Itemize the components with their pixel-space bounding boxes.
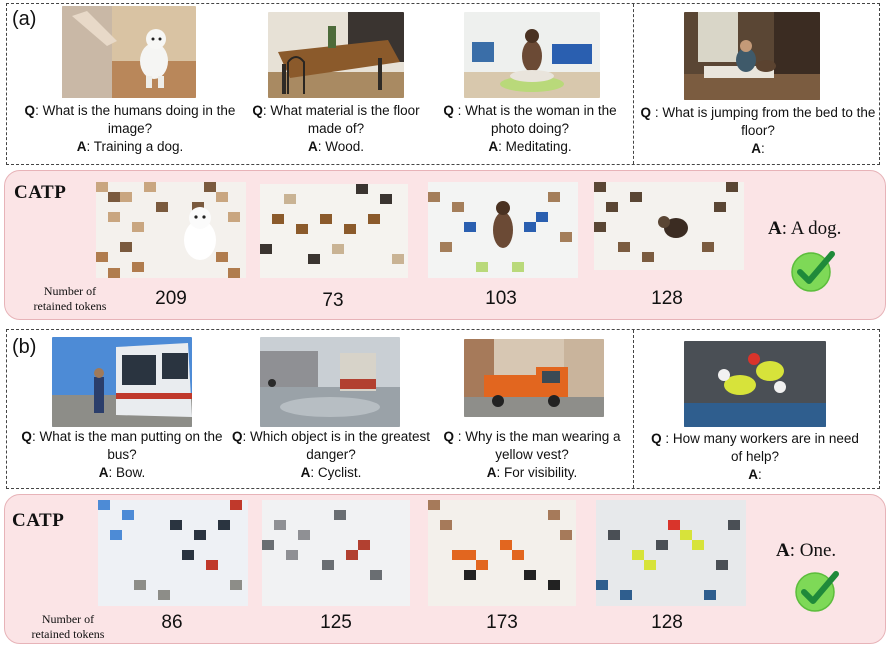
tokens-label: Number of retained tokens: [18, 284, 122, 314]
photo-bus: [52, 337, 192, 427]
answer-text: : A dog.: [781, 218, 842, 239]
question-text: Which object is in the greatest danger?: [249, 429, 431, 462]
masked-image: [428, 182, 578, 278]
masked-image: [98, 500, 248, 606]
qa-example: Q : What is the woman in the photo doing…: [426, 102, 634, 156]
token-count: 128: [651, 612, 683, 633]
question-text: What is the man putting on the bus?: [39, 429, 223, 462]
catp-answer: A: One.: [776, 540, 836, 562]
a-prefix: A: [751, 141, 761, 156]
question-text: How many workers are in need of help?: [672, 431, 859, 464]
catp-title: CATP: [14, 182, 67, 203]
a-prefix: A: [76, 139, 87, 154]
a-prefix: A: [300, 465, 311, 480]
photo-wet-road: [260, 337, 400, 427]
qa-example: Q : What is jumping from the bed to the …: [640, 104, 876, 158]
q-separator: :: [35, 103, 43, 118]
q-separator: :: [31, 429, 40, 444]
token-count: 73: [322, 290, 344, 311]
photo-man-with-dog: [684, 12, 820, 100]
q-prefix: Q: [24, 103, 36, 118]
check-icon: [794, 568, 840, 614]
answer-text: : Wood.: [317, 139, 365, 154]
tokens-label: Number of retained tokens: [16, 612, 120, 642]
catp-title: CATP: [12, 510, 65, 531]
qa-example: Q: What material is the floor made of? A…: [236, 102, 436, 156]
qa-example: Q: What is the man putting on the bus? A…: [12, 428, 232, 482]
q-separator: :: [453, 103, 466, 118]
masked-image: [596, 500, 746, 606]
question-text: What is the humans doing in the image?: [42, 103, 236, 136]
tokens-label-line2: retained tokens: [33, 299, 107, 313]
q-prefix: Q: [651, 431, 662, 446]
q-separator: :: [661, 431, 673, 446]
a-prefix: A: [486, 465, 497, 480]
answer-text: : One.: [789, 540, 837, 561]
qa-example: Q: Which object is in the greatest dange…: [230, 428, 432, 482]
q-separator: :: [242, 429, 250, 444]
panel-b-divider: [633, 330, 634, 488]
q-separator: :: [453, 429, 466, 444]
q-prefix: Q: [21, 429, 32, 444]
catp-answer: A: A dog.: [768, 218, 841, 240]
question-text: Why is the man wearing a yellow vest?: [465, 429, 621, 462]
panel-b-label: (b): [12, 336, 37, 358]
question-text: What is the woman in the photo doing?: [465, 103, 617, 136]
panel-a-divider: [633, 4, 634, 164]
token-count: 128: [651, 288, 683, 309]
panel-a-label: (a): [12, 8, 37, 30]
qa-example: Q: What is the humans doing in the image…: [10, 102, 250, 156]
question-text: What material is the floor made of?: [270, 103, 420, 136]
tokens-label-line1: Number of: [43, 284, 97, 298]
q-prefix: Q: [252, 103, 263, 118]
q-separator: :: [262, 103, 271, 118]
photo-workers: [684, 341, 826, 427]
tokens-label-line1: Number of: [41, 612, 95, 626]
check-icon: [790, 248, 836, 294]
answer-prefix: A: [768, 218, 782, 239]
qa-example: Q : How many workers are in need of help…: [650, 430, 860, 484]
masked-image: [594, 182, 744, 270]
qa-example: Q : Why is the man wearing a yellow vest…: [430, 428, 634, 482]
q-prefix: Q: [443, 429, 454, 444]
answer-text: : Bow.: [108, 465, 146, 480]
q-prefix: Q: [443, 103, 454, 118]
answer-text: : Meditating.: [498, 139, 572, 154]
masked-image: [260, 184, 408, 278]
answer-text: : Training a dog.: [86, 139, 184, 154]
answer-text: : For visibility.: [496, 465, 578, 480]
a-prefix: A: [307, 139, 318, 154]
a-prefix: A: [98, 465, 109, 480]
masked-image: [96, 182, 246, 278]
answer-text: :: [760, 141, 765, 156]
photo-dining-room: [268, 12, 404, 98]
photo-meditation: [464, 12, 600, 98]
photo-dog-training: [62, 6, 196, 98]
answer-text: : Cyclist.: [310, 465, 362, 480]
answer-prefix: A: [776, 540, 790, 561]
tokens-label-line2: retained tokens: [31, 627, 105, 641]
a-prefix: A: [748, 467, 758, 482]
token-count: 86: [161, 612, 183, 633]
token-count: 103: [485, 288, 517, 309]
token-count: 209: [155, 288, 187, 309]
masked-image: [262, 500, 410, 606]
a-prefix: A: [488, 139, 499, 154]
token-count: 125: [320, 612, 352, 633]
masked-image: [428, 500, 576, 606]
answer-text: :: [757, 467, 762, 482]
q-prefix: Q: [231, 429, 243, 444]
q-prefix: Q: [640, 105, 652, 120]
photo-orange-truck: [464, 339, 604, 417]
q-separator: :: [651, 105, 663, 120]
question-text: What is jumping from the bed to the floo…: [662, 105, 876, 138]
token-count: 173: [486, 612, 518, 633]
